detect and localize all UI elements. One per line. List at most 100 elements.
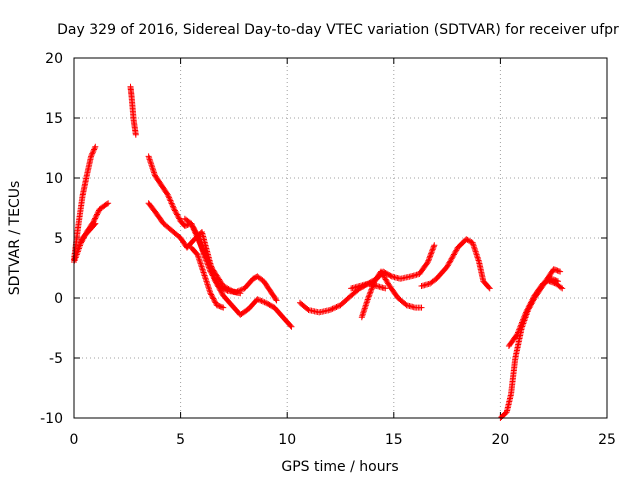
interpolated-point [212, 299, 219, 306]
data-point [288, 323, 295, 330]
interpolated-point [169, 201, 176, 208]
interpolated-point [218, 290, 225, 296]
y-axis-label: SDTVAR / TECUs [7, 181, 23, 296]
series-track-n [505, 275, 561, 349]
interpolated-point [328, 306, 335, 313]
interpolated-point [223, 287, 230, 294]
data-point [164, 191, 171, 198]
interpolated-point [208, 291, 215, 298]
data-point [220, 304, 227, 311]
interpolated-point [516, 325, 523, 332]
interpolated-point [203, 258, 210, 265]
interpolated-point [485, 284, 492, 291]
interpolated-point [368, 286, 375, 293]
interpolated-point [175, 214, 182, 221]
interpolated-point [429, 246, 436, 253]
interpolated-point [365, 293, 372, 300]
interpolated-point [425, 257, 432, 264]
data-points [71, 83, 566, 421]
interpolated-point [272, 296, 279, 303]
interpolated-point [427, 252, 434, 258]
interpolated-point [429, 247, 436, 254]
interpolated-point [189, 223, 196, 230]
interpolated-point [238, 286, 245, 293]
interpolated-point [209, 294, 216, 301]
interpolated-point [527, 299, 534, 306]
interpolated-point [515, 329, 522, 336]
interpolated-point [427, 253, 434, 260]
interpolated-point [526, 302, 533, 309]
interpolated-point [91, 145, 98, 152]
y-tick-label: 15 [45, 111, 63, 127]
x-axis-label: GPS time / hours [281, 459, 398, 475]
y-tick-label: -5 [49, 351, 63, 367]
interpolated-point [164, 190, 171, 197]
interpolated-point [464, 236, 471, 243]
interpolated-point [191, 225, 198, 232]
data-point [254, 296, 261, 303]
interpolated-point [211, 296, 218, 303]
series-track-g [181, 215, 280, 304]
axis-ticks [73, 57, 608, 419]
data-point [365, 295, 372, 301]
interpolated-point [95, 208, 102, 215]
interpolated-point [201, 253, 208, 260]
interpolated-point [330, 305, 337, 312]
interpolated-point [234, 288, 241, 295]
interpolated-point [257, 297, 264, 304]
interpolated-point [211, 298, 218, 305]
interpolated-point [467, 238, 474, 245]
interpolated-point [166, 194, 173, 201]
data-point [514, 331, 521, 337]
interpolated-point [90, 147, 97, 154]
interpolated-point [94, 210, 101, 217]
series-track-o [546, 278, 566, 292]
interpolated-point [521, 313, 528, 320]
interpolated-point [516, 326, 523, 333]
interpolated-point [204, 261, 211, 268]
interpolated-point [255, 296, 262, 303]
series-track-d [127, 83, 139, 138]
grid [74, 58, 607, 418]
series-track-j [358, 268, 425, 321]
interpolated-point [168, 200, 175, 207]
data-point [522, 309, 529, 316]
interpolated-point [188, 221, 195, 228]
interpolated-point [530, 295, 537, 302]
interpolated-point [171, 207, 178, 214]
series-track-k [348, 280, 389, 292]
interpolated-point [524, 306, 531, 313]
series-track-l [418, 236, 493, 292]
y-tick-label: 5 [54, 231, 63, 247]
interpolated-point [519, 318, 526, 325]
interpolated-point [523, 308, 530, 314]
interpolated-point [92, 214, 99, 221]
interpolated-point [430, 245, 437, 251]
interpolated-point [425, 256, 432, 263]
interpolated-point [366, 292, 373, 299]
series-track-a [71, 143, 99, 263]
interpolated-point [430, 243, 437, 250]
data-point [559, 285, 566, 292]
interpolated-point [91, 146, 98, 153]
interpolated-point [168, 199, 175, 205]
data-point [486, 285, 493, 292]
interpolated-point [519, 319, 526, 326]
interpolated-point [521, 312, 528, 319]
interpolated-point [518, 320, 525, 327]
interpolated-point [525, 303, 532, 310]
interpolated-point [260, 298, 267, 305]
interpolated-point [170, 204, 177, 211]
interpolated-point [191, 227, 198, 234]
interpolated-point [528, 298, 535, 305]
data-point [418, 304, 425, 311]
y-tick-label: 0 [54, 291, 63, 307]
interpolated-point [333, 304, 340, 310]
y-tick-label: 20 [45, 51, 63, 67]
interpolated-point [172, 208, 179, 215]
interpolated-point [206, 265, 213, 272]
interpolated-point [202, 256, 209, 262]
data-point [431, 242, 438, 249]
interpolated-point [205, 264, 212, 271]
interpolated-point [88, 152, 95, 159]
